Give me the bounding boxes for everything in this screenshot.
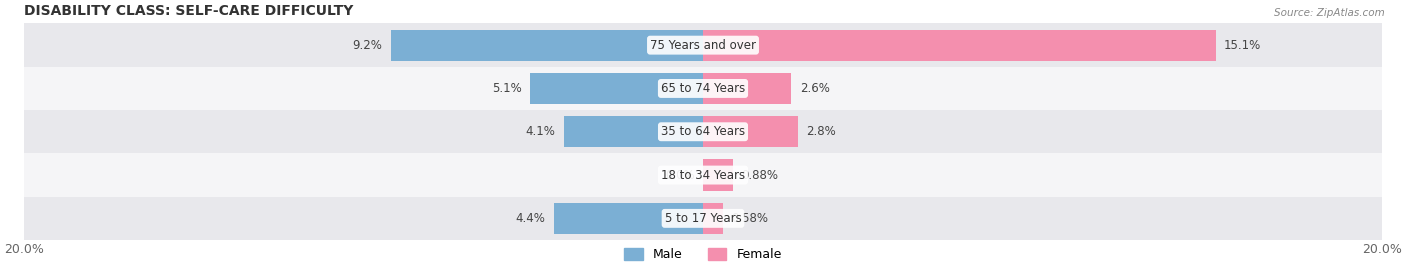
Text: 2.6%: 2.6% — [800, 82, 830, 95]
Bar — [554, 203, 703, 234]
Bar — [24, 110, 1382, 153]
Legend: Male, Female: Male, Female — [619, 243, 787, 266]
Text: 18 to 34 Years: 18 to 34 Years — [661, 169, 745, 182]
Text: 65 to 74 Years: 65 to 74 Years — [661, 82, 745, 95]
Text: Source: ZipAtlas.com: Source: ZipAtlas.com — [1274, 8, 1385, 18]
Bar — [564, 116, 703, 147]
Bar — [24, 67, 1382, 110]
Bar — [703, 73, 792, 104]
Bar — [24, 23, 1382, 67]
Text: 75 Years and over: 75 Years and over — [650, 39, 756, 52]
Text: 4.4%: 4.4% — [515, 212, 546, 225]
Text: 4.1%: 4.1% — [526, 125, 555, 138]
Text: 5.1%: 5.1% — [492, 82, 522, 95]
Text: 0.0%: 0.0% — [665, 169, 695, 182]
Bar — [703, 30, 1216, 61]
Text: 5 to 17 Years: 5 to 17 Years — [665, 212, 741, 225]
Bar — [24, 197, 1382, 240]
Bar — [530, 73, 703, 104]
Bar — [391, 30, 703, 61]
Text: 15.1%: 15.1% — [1225, 39, 1261, 52]
Text: 2.8%: 2.8% — [807, 125, 837, 138]
Bar — [703, 203, 723, 234]
Bar — [24, 153, 1382, 197]
Text: DISABILITY CLASS: SELF-CARE DIFFICULTY: DISABILITY CLASS: SELF-CARE DIFFICULTY — [24, 4, 353, 18]
Text: 0.88%: 0.88% — [741, 169, 779, 182]
Bar — [703, 160, 733, 191]
Text: 0.58%: 0.58% — [731, 212, 768, 225]
Text: 9.2%: 9.2% — [353, 39, 382, 52]
Text: 35 to 64 Years: 35 to 64 Years — [661, 125, 745, 138]
Bar — [703, 116, 799, 147]
